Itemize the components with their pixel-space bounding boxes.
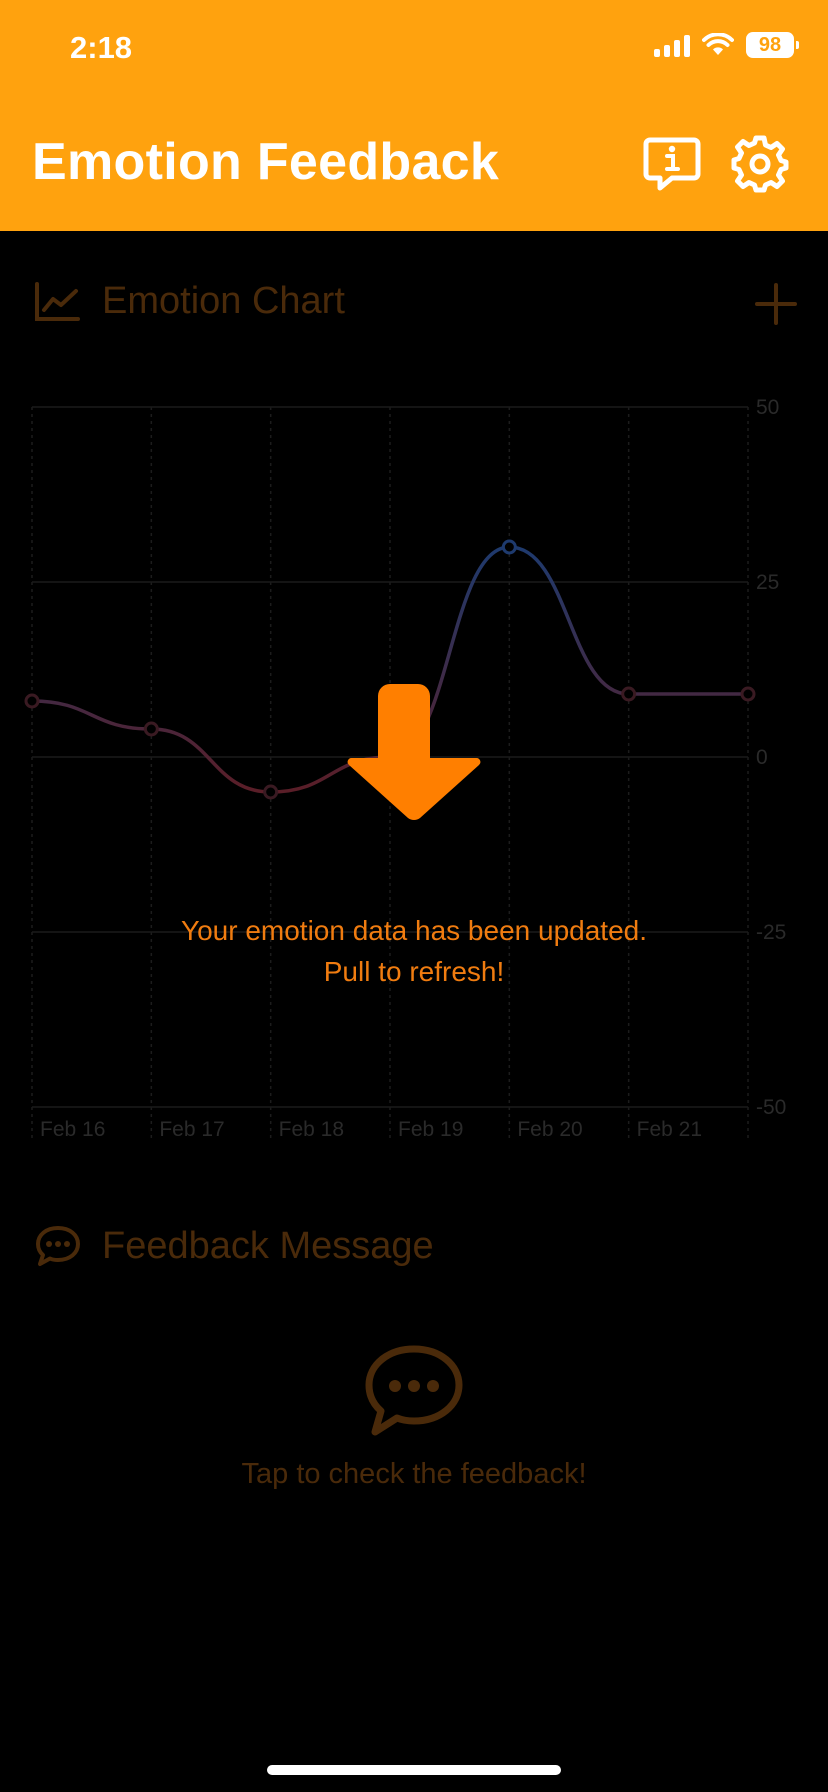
x-tick-label: Feb 17 — [159, 1118, 224, 1141]
speech-bubble-dots-icon[interactable] — [362, 1344, 466, 1440]
plus-icon[interactable] — [754, 282, 798, 326]
data-point[interactable] — [621, 686, 637, 702]
status-time: 2:18 — [70, 30, 133, 65]
home-indicator — [267, 1765, 561, 1775]
feedback-header: Feedback Message — [34, 1224, 434, 1268]
data-point[interactable] — [501, 539, 517, 555]
line-chart-icon — [35, 281, 80, 321]
data-point[interactable] — [263, 784, 279, 800]
down-arrow-icon — [347, 684, 481, 820]
data-point[interactable] — [740, 686, 756, 702]
pull-message-line2: Pull to refresh! — [323, 956, 505, 987]
data-point[interactable] — [143, 721, 159, 737]
y-tick-label: -25 — [756, 921, 786, 944]
gear-icon[interactable] — [730, 134, 790, 194]
y-tick-label: -50 — [756, 1096, 786, 1119]
status-indicators: 98 — [654, 32, 799, 58]
data-point[interactable] — [24, 693, 40, 709]
y-tick-label: 25 — [756, 571, 779, 594]
speech-bubble-icon — [36, 1226, 80, 1266]
wifi-icon — [702, 33, 734, 55]
x-tick-label: Feb 21 — [637, 1118, 702, 1141]
pull-to-refresh-message: Your emotion data has been updated. Pull… — [0, 910, 828, 992]
feedback-title: Feedback Message — [102, 1224, 434, 1267]
y-tick-label: 50 — [756, 396, 779, 419]
emotion-chart-header: Emotion Chart — [34, 280, 345, 323]
x-tick-label: Feb 16 — [40, 1118, 105, 1141]
app-title: Emotion Feedback — [32, 133, 500, 191]
x-tick-label: Feb 19 — [398, 1118, 463, 1141]
x-tick-label: Feb 18 — [279, 1118, 344, 1141]
pull-message-line1: Your emotion data has been updated. — [180, 915, 647, 946]
info-bubble-icon[interactable] — [642, 134, 702, 194]
feedback-empty-text[interactable]: Tap to check the feedback! — [241, 1458, 587, 1490]
app-header: 2:18 98 Emotion Feedback — [0, 0, 828, 231]
x-tick-label: Feb 20 — [517, 1118, 582, 1141]
emotion-chart-title: Emotion Chart — [102, 280, 345, 322]
battery-indicator: 98 — [746, 32, 799, 58]
y-tick-label: 0 — [756, 746, 768, 769]
cellular-signal-icon — [654, 33, 690, 57]
